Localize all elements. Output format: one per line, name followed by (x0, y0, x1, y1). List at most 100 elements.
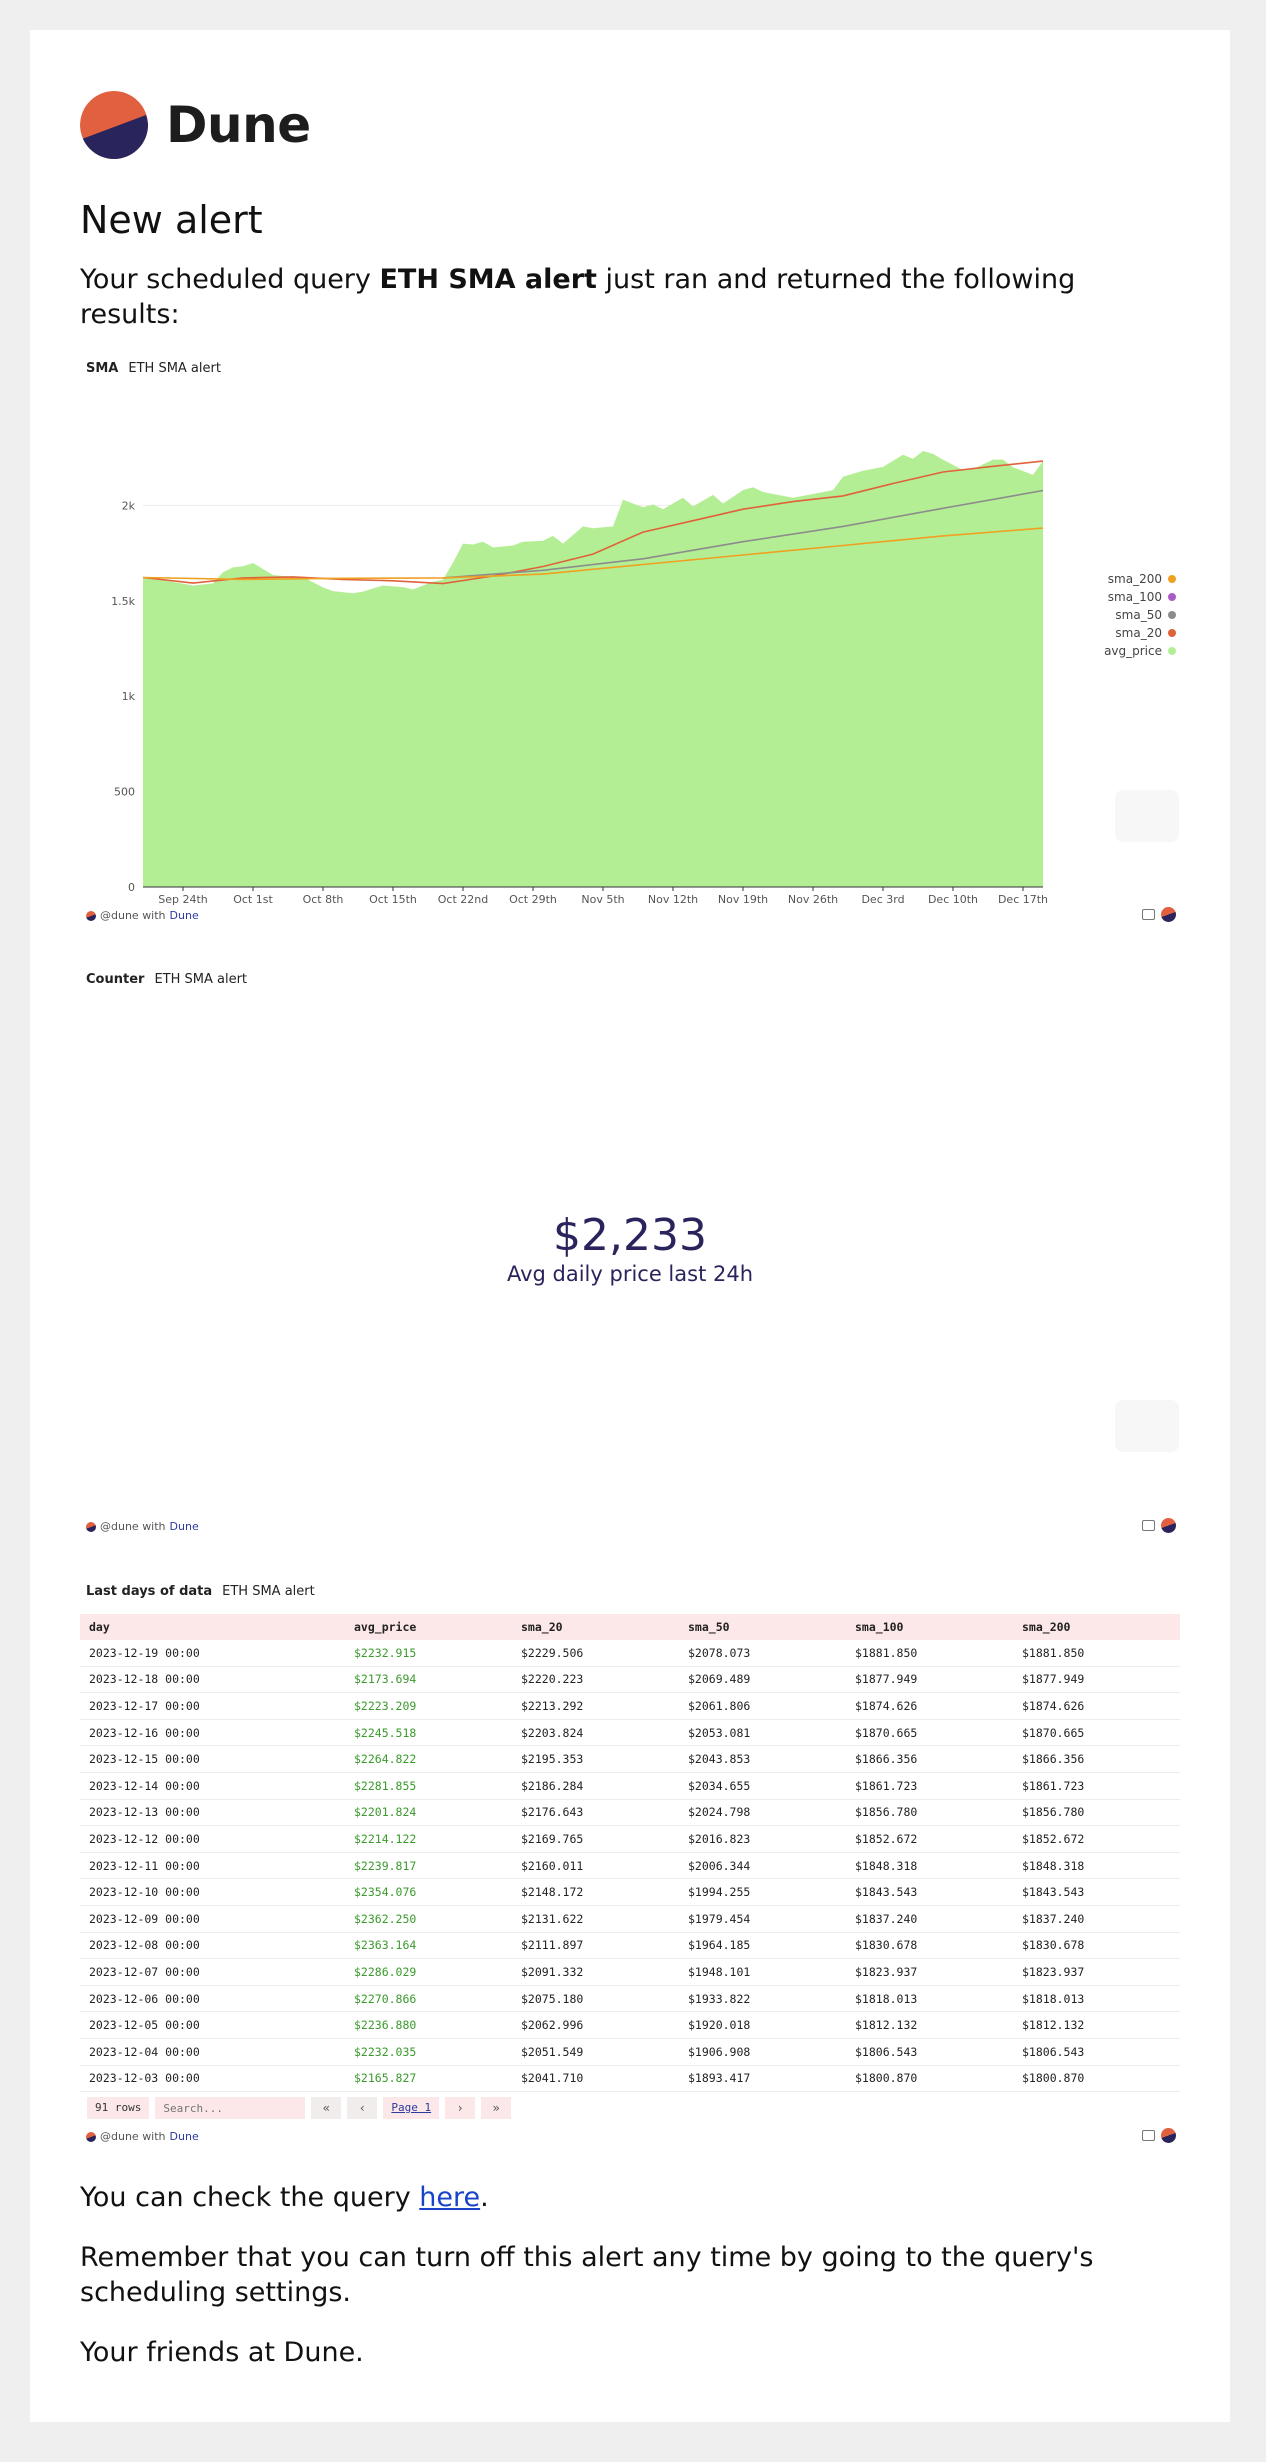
series-area-avg_price (143, 451, 1043, 887)
table-cell-day: 2023-12-06 00:00 (80, 1985, 345, 2013)
table-cell-day: 2023-12-19 00:00 (80, 1640, 345, 1667)
camera-icon[interactable] (1142, 2130, 1155, 2141)
table-cell-sma_200: $1852.672 (1013, 1825, 1180, 1853)
dune-avatar-icon[interactable] (1161, 1518, 1176, 1533)
table-header-row: day avg_price sma_20 sma_50 sma_100 sma_… (80, 1614, 1180, 1640)
footer-brand-link[interactable]: Dune (169, 1520, 199, 1533)
dune-small-icon (86, 2131, 96, 2142)
column-header[interactable]: sma_20 (512, 1614, 679, 1640)
legend-item[interactable]: sma_20 (1080, 624, 1176, 642)
column-header[interactable]: day (80, 1614, 345, 1640)
table-cell-sma_200: $1861.723 (1013, 1772, 1180, 1800)
table-cell-sma_100: $1806.543 (846, 2038, 1013, 2066)
dune-logo[interactable]: Dune (80, 90, 311, 160)
table-cell-avg_price: $2354.076 (345, 1878, 512, 1906)
table-cell-sma_20: $2041.710 (512, 2065, 679, 2093)
y-tick-label: 500 (114, 786, 135, 799)
table-cell-sma_20: $2203.824 (512, 1719, 679, 1747)
footer-brand-link[interactable]: Dune (169, 2130, 199, 2143)
table-cell-sma_20: $2091.332 (512, 1958, 679, 1986)
intro-text: Your scheduled query ETH SMA alert just … (80, 262, 1180, 332)
table-cell-sma_200: $1848.318 (1013, 1852, 1180, 1880)
table-cell-sma_50: $1893.417 (679, 2065, 846, 2093)
legend-item[interactable]: avg_price (1080, 642, 1176, 660)
table-cell-avg_price: $2236.880 (345, 2011, 512, 2039)
x-tick-label: Nov 19th (718, 893, 768, 906)
table-row: 2023-12-06 00:00 $2270.866 $2075.180 $1933.… (80, 1985, 1180, 2013)
footer-handle: @dune with (100, 2130, 166, 2143)
table-cell-avg_price: $2270.866 (345, 1985, 512, 2013)
dune-logo-icon (80, 91, 148, 159)
table-pager: 91 rows « ‹ Page 1 › » (87, 2097, 512, 2119)
table-cell-day: 2023-12-10 00:00 (80, 1878, 345, 1906)
table-search-input[interactable] (155, 2097, 306, 2119)
page-title: New alert (80, 198, 263, 242)
counter-panel-title: Counter ETH SMA alert (86, 972, 247, 987)
table-cell-avg_price: $2173.694 (345, 1666, 512, 1694)
camera-icon[interactable] (1142, 909, 1155, 920)
dune-avatar-icon[interactable] (1161, 907, 1176, 922)
footer-brand-link[interactable]: Dune (169, 909, 199, 922)
table-cell-sma_20: $2176.643 (512, 1799, 679, 1827)
table-cell-sma_50: $1906.908 (679, 2038, 846, 2066)
intro-suffix: just ran and returned the following resu… (80, 264, 1076, 331)
column-header[interactable]: sma_200 (1013, 1614, 1180, 1640)
page-indicator[interactable]: Page 1 (383, 2097, 440, 2119)
table-cell-sma_20: $2062.996 (512, 2011, 679, 2039)
table-cell-sma_200: $1800.870 (1013, 2065, 1180, 2093)
table-cell-sma_50: $2034.655 (679, 1772, 846, 1800)
legend-item[interactable]: sma_50 (1080, 606, 1176, 624)
table-panel-footer: @dune with Dune (86, 2128, 1176, 2146)
column-header[interactable]: sma_50 (679, 1614, 846, 1640)
legend-item[interactable]: sma_100 (1080, 588, 1176, 606)
x-tick-label: Dec 3rd (861, 893, 904, 906)
table-cell-sma_200: $1806.543 (1013, 2038, 1180, 2066)
sma-panel-footer: @dune with Dune (86, 907, 1176, 925)
table-cell-sma_20: $2169.765 (512, 1825, 679, 1853)
legend-item[interactable]: sma_200 (1080, 570, 1176, 588)
check-suffix: . (480, 2182, 489, 2213)
table-cell-sma_100: $1830.678 (846, 1932, 1013, 1960)
table-cell-sma_100: $1823.937 (846, 1958, 1013, 1986)
query-link[interactable]: here (419, 2182, 481, 2213)
series-line-sma_200 (142, 527, 1044, 581)
table-cell-avg_price: $2286.029 (345, 1958, 512, 1986)
dune-avatar-icon[interactable] (1161, 2128, 1176, 2143)
chevrons-right-icon[interactable]: » (481, 2097, 512, 2119)
row-count: 91 rows (87, 2097, 150, 2119)
table-row: 2023-12-14 00:00 $2281.855 $2186.284 $2034.… (80, 1772, 1180, 1800)
camera-icon[interactable] (1142, 1520, 1155, 1531)
table-cell-sma_50: $2053.081 (679, 1719, 846, 1747)
table-cell-sma_50: $1994.255 (679, 1878, 846, 1906)
table-cell-avg_price: $2281.855 (345, 1772, 512, 1800)
table-cell-sma_50: $1979.454 (679, 1905, 846, 1933)
table-row: 2023-12-13 00:00 $2201.824 $2176.643 $2024.… (80, 1799, 1180, 1827)
panel-query-title: ETH SMA alert (222, 1584, 315, 1599)
column-header[interactable]: sma_100 (846, 1614, 1013, 1640)
chevron-left-icon[interactable]: ‹ (347, 2097, 378, 2119)
chevrons-left-icon[interactable]: « (311, 2097, 342, 2119)
table-cell-sma_100: $1861.723 (846, 1772, 1013, 1800)
counter-action-button[interactable] (1115, 1400, 1179, 1452)
table-cell-sma_200: $1870.665 (1013, 1719, 1180, 1747)
table-cell-sma_200: $1866.356 (1013, 1745, 1180, 1773)
table-cell-sma_100: $1818.013 (846, 1985, 1013, 2013)
results-table: day avg_price sma_20 sma_50 sma_100 sma_… (80, 1614, 1180, 2093)
intro-prefix: Your scheduled query (80, 264, 380, 295)
table-cell-sma_20: $2051.549 (512, 2038, 679, 2066)
table-cell-sma_200: $1877.949 (1013, 1666, 1180, 1694)
chevron-right-icon[interactable]: › (445, 2097, 476, 2119)
table-cell-sma_50: $1964.185 (679, 1932, 846, 1960)
remember-text: Remember that you can turn off this aler… (80, 2242, 1094, 2309)
legend-label: avg_price (1104, 644, 1162, 658)
table-cell-sma_200: $1812.132 (1013, 2011, 1180, 2039)
footer-icons (1142, 907, 1176, 922)
table-cell-sma_50: $2006.344 (679, 1852, 846, 1880)
table-cell-sma_50: $1948.101 (679, 1958, 846, 1986)
column-header[interactable]: avg_price (345, 1614, 512, 1640)
table-cell-sma_100: $1848.318 (846, 1852, 1013, 1880)
counter-label: Avg daily price last 24h (506, 1262, 754, 1286)
table-cell-day: 2023-12-16 00:00 (80, 1719, 345, 1747)
y-tick-label: 1.5k (111, 595, 135, 608)
chart-action-button[interactable] (1115, 790, 1179, 842)
